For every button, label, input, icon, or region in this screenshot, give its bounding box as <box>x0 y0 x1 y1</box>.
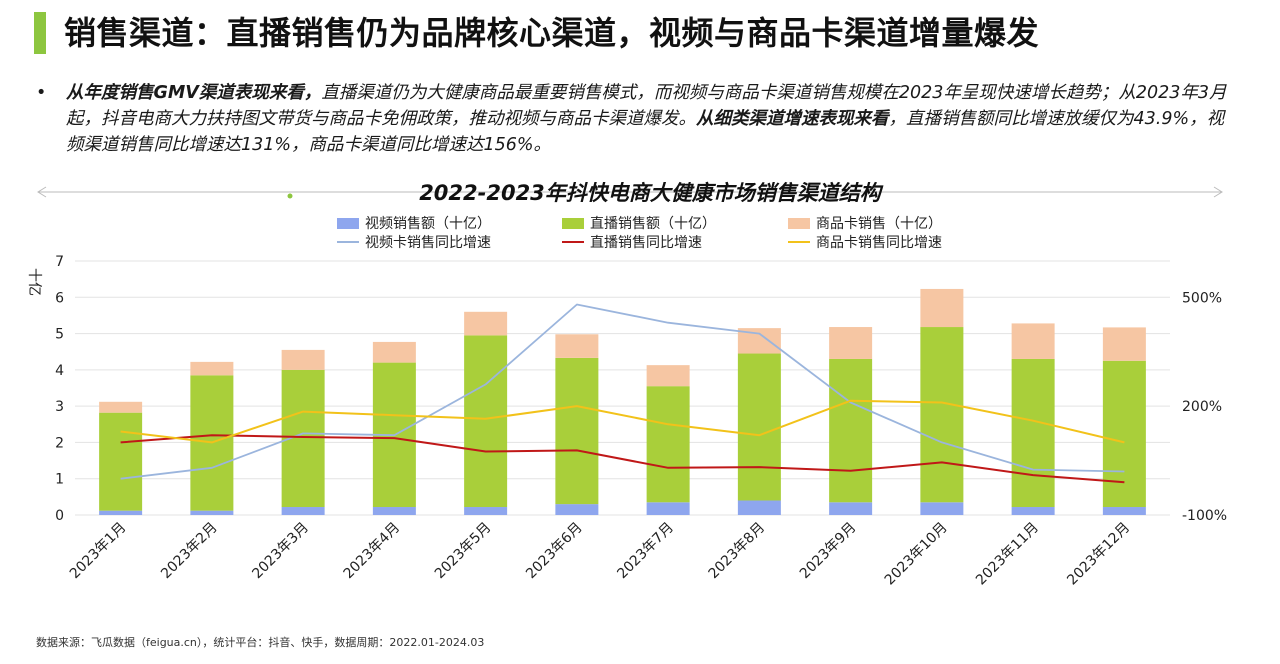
x-tick-label: 2023年1月 <box>67 520 130 583</box>
accent-dot <box>287 193 293 199</box>
x-tick-label: 2023年12月 <box>1064 520 1133 589</box>
bar-segment-video <box>1102 507 1146 515</box>
bar-segment-live <box>99 412 143 511</box>
y-tick-label: 1 <box>55 472 64 488</box>
summary-text: 从年度销售GMV渠道表现来看，直播渠道仍为大健康商品最重要销售模式，而视频与商品… <box>66 80 1236 158</box>
video-growth-line <box>120 303 1125 480</box>
x-tick-label: 2023年9月 <box>797 520 860 583</box>
bar-segment-live <box>920 327 964 503</box>
channel-structure-chart: 0 1 2 3 4 5 6 7 -100% 200% 500% 十亿 2023年1月 2023年2月 202… <box>26 181 1227 589</box>
bar-segment-card <box>829 327 873 359</box>
y2-tick-label: -100% <box>1182 508 1227 524</box>
x-tick-label: 2023年4月 <box>341 520 404 583</box>
legend-label: 视频销售额（十亿） <box>365 216 491 232</box>
page-title: 销售渠道：直播销售仍为品牌核心渠道，视频与商品卡渠道增量爆发 <box>64 14 1040 52</box>
bar-segment-live <box>555 357 599 505</box>
x-tick-label: 2023年7月 <box>614 520 677 583</box>
bar-segment-live <box>464 335 508 508</box>
summary-lead-2: 从细类渠道增速表现来看 <box>696 109 889 129</box>
x-tick-label: 2023年8月 <box>706 520 769 583</box>
legend-label: 直播销售额（十亿） <box>590 215 716 232</box>
bar-segment-video <box>737 500 781 515</box>
bar-segment-live <box>646 386 690 503</box>
bar-segment-card <box>646 365 690 387</box>
y2-tick-label: 200% <box>1182 399 1222 415</box>
chart-title: 2022-2023年抖快电商大健康市场销售渠道结构 <box>419 181 884 205</box>
bar-segment-video <box>1011 507 1055 515</box>
arrow-right-icon <box>1213 186 1223 198</box>
bar-segment-card <box>99 401 143 413</box>
legend-swatch <box>788 218 810 229</box>
live-growth-line <box>120 434 1125 484</box>
bar-segment-video <box>372 507 416 515</box>
x-tick-label: 2023年10月 <box>882 520 951 589</box>
arrow-left-icon <box>37 186 47 198</box>
bar-segment-live <box>737 353 781 501</box>
summary-lead-1: 从年度销售GMV渠道表现来看， <box>66 83 322 103</box>
bar-segment-live <box>1102 360 1146 508</box>
data-source-note: 数据来源：飞瓜数据（feigua.cn），统计平台：抖音、快手，数据周期：202… <box>36 636 485 649</box>
bar-segment-card <box>281 349 325 370</box>
bar-segment-video <box>190 510 234 515</box>
legend-swatch <box>337 218 359 229</box>
y-tick-label: 6 <box>55 290 64 306</box>
y-axis-label: 十亿 <box>26 268 42 296</box>
title-accent-bar <box>34 12 46 54</box>
x-tick-label: 2023年3月 <box>249 520 312 583</box>
legend-label: 直播销售同比增速 <box>590 234 702 251</box>
bar-segment-card <box>1011 323 1055 359</box>
bar-segment-card <box>372 341 416 363</box>
x-tick-label: 2023年6月 <box>523 520 586 583</box>
y-tick-label: 7 <box>55 254 64 270</box>
bar-segment-video <box>646 502 690 515</box>
bullet-marker: • <box>36 83 47 103</box>
y-tick-label: 4 <box>55 363 64 379</box>
legend-label: 商品卡销售（十亿） <box>816 216 942 232</box>
summary-body-1: 直播渠道仍为大健康商品最重要销售模式，而视频与商品卡渠道销售规模在2023年呈现… <box>66 83 1227 129</box>
bar-segment-video <box>281 507 325 515</box>
y-tick-label: 5 <box>55 327 64 343</box>
legend-swatch <box>562 218 584 229</box>
bar-segment-video <box>920 502 964 515</box>
bar-segment-card <box>464 311 508 336</box>
bar-segment-live <box>1011 358 1055 508</box>
bar-segment-card <box>555 334 599 358</box>
bar-segment-video <box>829 502 873 515</box>
x-tick-label: 2023年11月 <box>973 520 1042 589</box>
x-tick-label: 2023年5月 <box>432 520 495 583</box>
x-tick-label: 2023年2月 <box>158 520 221 583</box>
summary-body-2: ，直播销售额同比增速放缓仅为43.9%，视频渠道销售同比增速达131%，商品卡渠… <box>66 109 1225 155</box>
y-tick-label: 3 <box>55 399 64 415</box>
bar-segment-card <box>190 361 234 376</box>
summary-paragraph: • 从年度销售GMV渠道表现来看，直播渠道仍为大健康商品最重要销售模式，而视频与… <box>36 80 1236 158</box>
legend-label: 商品卡销售同比增速 <box>816 235 942 251</box>
y2-tick-label: 500% <box>1182 290 1222 306</box>
y-tick-label: 2 <box>55 435 64 451</box>
card-growth-line <box>120 399 1125 444</box>
y-tick-label: 0 <box>55 508 64 524</box>
bar-segment-live <box>829 358 873 503</box>
legend-label: 视频卡销售同比增速 <box>365 235 491 251</box>
bar-segment-card <box>1102 327 1146 361</box>
bar-segment-card <box>920 288 964 328</box>
bar-segment-video <box>555 504 599 515</box>
bar-segment-video <box>464 507 508 515</box>
bar-segment-video <box>99 510 143 515</box>
